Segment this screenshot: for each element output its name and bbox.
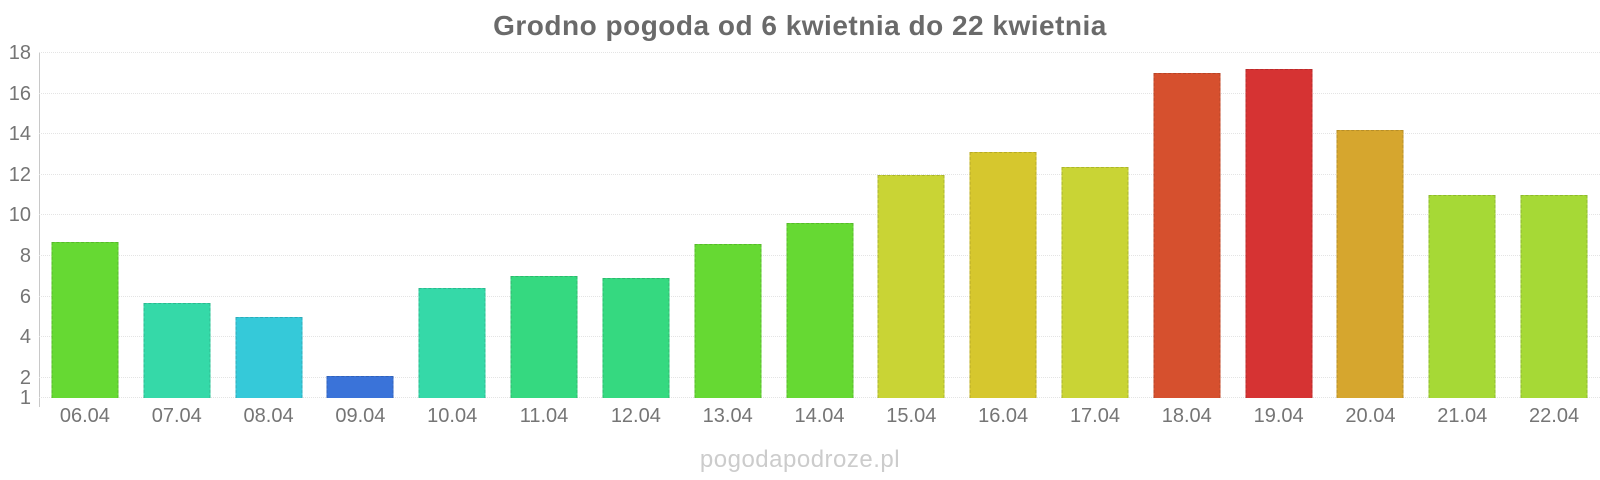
bar-13-04[interactable]: [694, 243, 762, 398]
bar-10-04[interactable]: [418, 288, 486, 398]
x-axis: 06.04 07.04 08.04 09.04 10.04 11.04 12.04 13.04…: [39, 404, 1600, 430]
x-axis-label: 10.04: [427, 405, 478, 427]
y-axis-tick-label: 18: [8, 42, 31, 64]
bar-15-04[interactable]: [877, 174, 945, 398]
x-axis-label: 06.04: [59, 405, 110, 427]
bar-20-04[interactable]: [1336, 130, 1404, 398]
bar-19-04[interactable]: [1245, 69, 1313, 398]
x-axis-label: 14.04: [794, 405, 845, 427]
bar-09-04[interactable]: [326, 375, 394, 398]
bar-11-04[interactable]: [510, 276, 578, 398]
gridline-14: [39, 133, 1600, 135]
y-axis-tick-label: 2: [19, 366, 31, 389]
x-axis-label: 15.04: [886, 405, 937, 427]
x-axis-label: 22.04: [1529, 405, 1580, 427]
bar-16-04[interactable]: [969, 152, 1037, 398]
x-axis-label: 12.04: [610, 405, 661, 427]
bar-21-04[interactable]: [1428, 195, 1496, 398]
gridline-16: [39, 92, 1600, 94]
bar-14-04[interactable]: [786, 223, 853, 398]
chart-title: Grodno pogoda od 6 kwietnia do 22 kwietn…: [493, 10, 1107, 41]
x-axis-label: 20.04: [1345, 405, 1396, 427]
y-axis-tick-label: 10: [8, 204, 31, 227]
x-axis-label: 18.04: [1161, 405, 1212, 427]
x-axis-label: 21.04: [1437, 405, 1488, 427]
y-axis-tick-label: 4: [19, 326, 31, 349]
x-axis-label: 11.04: [519, 405, 569, 427]
gridline-12: [39, 173, 1600, 175]
plot-area: [39, 52, 1600, 407]
gridline-18: [39, 52, 1600, 53]
y-axis: 1 2 4 6 8 10 12 14 16 18: [0, 43, 31, 408]
y-axis-tick-label: 8: [19, 244, 31, 267]
bar-17-04[interactable]: [1061, 166, 1129, 398]
y-axis-tick-label: 1: [19, 387, 31, 409]
x-axis-label: 09.04: [335, 405, 386, 427]
bar-18-04[interactable]: [1153, 73, 1221, 398]
watermark: pogodapodroze.pl: [699, 446, 901, 473]
bar-12-04[interactable]: [602, 278, 670, 398]
bar-22-04[interactable]: [1520, 195, 1588, 398]
bar-07-04[interactable]: [143, 302, 211, 398]
y-axis-tick-label: 16: [8, 82, 31, 105]
x-axis-label: 08.04: [243, 405, 294, 427]
y-axis-tick-label: 12: [8, 163, 31, 186]
x-axis-label: 13.04: [702, 405, 753, 427]
x-axis-label: 16.04: [978, 405, 1029, 427]
gridline-10: [39, 214, 1600, 216]
bar-08-04[interactable]: [235, 316, 303, 398]
y-axis-tick-label: 14: [8, 123, 31, 146]
y-axis-tick-label: 6: [19, 285, 31, 308]
y-axis-line: [39, 53, 40, 407]
bar-06-04[interactable]: [51, 241, 119, 398]
x-axis-label: 07.04: [151, 405, 202, 427]
x-axis-label: 17.04: [1069, 405, 1120, 427]
x-axis-label: 19.04: [1253, 405, 1304, 427]
